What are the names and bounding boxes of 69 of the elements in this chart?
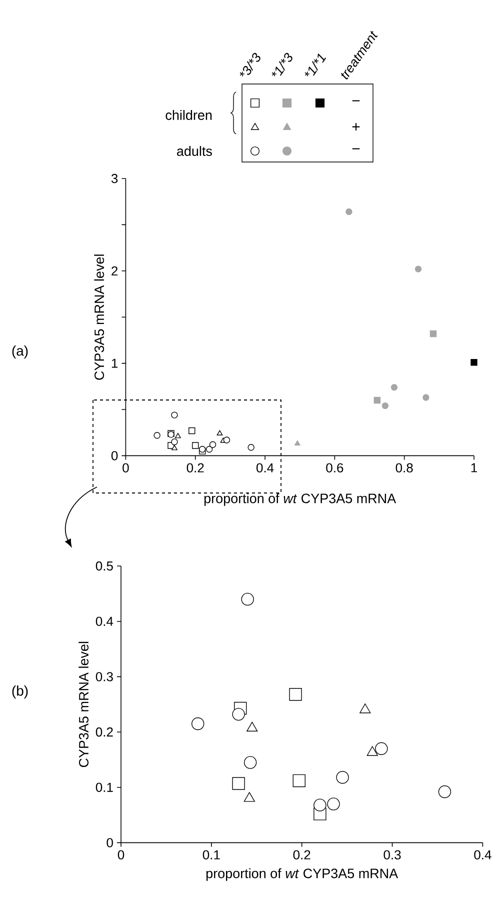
text: −: [352, 100, 360, 102]
y-axis-title: CYP3A5 mRNA level: [78, 642, 89, 768]
x-tick-label: 0.8: [396, 463, 413, 472]
text: children: [166, 110, 212, 120]
y-tick-label: 0: [111, 451, 118, 460]
point: [172, 444, 178, 450]
point: [232, 777, 245, 790]
point: [174, 432, 181, 438]
point: [206, 446, 213, 453]
point: [244, 792, 255, 802]
point: [366, 746, 378, 756]
y-tick-label: 2: [112, 266, 118, 276]
point: [294, 440, 300, 446]
point: [232, 708, 245, 721]
y-tick-label: 1: [112, 358, 118, 368]
point: [374, 396, 381, 404]
point: [292, 774, 306, 788]
x-tick-label: 0.4: [256, 463, 274, 472]
point: [470, 359, 478, 366]
y-tick-label: 0.3: [96, 672, 113, 682]
point: [244, 756, 257, 769]
x-tick-label: 0.4: [474, 850, 492, 860]
point: [430, 330, 437, 338]
point: [422, 394, 430, 401]
y-tick-label: 0: [106, 838, 113, 848]
point: [375, 742, 388, 755]
x-tick-label: 0.2: [293, 850, 310, 860]
x-tick-label: 0.1: [202, 850, 220, 860]
text: +: [352, 123, 360, 131]
point: [327, 798, 340, 810]
y-tick-label: 0.2: [96, 727, 113, 737]
point: [336, 771, 349, 784]
text: (b): [12, 685, 28, 699]
x-tick-label: 0.3: [384, 850, 401, 860]
text: −: [352, 148, 360, 150]
y-tick-label: 0.1: [96, 782, 113, 792]
point: [382, 402, 389, 410]
x-tick-label: 0: [122, 463, 129, 472]
x-tick-label: 0.2: [186, 463, 204, 472]
point: [209, 441, 216, 448]
point: [438, 785, 452, 798]
point: [192, 717, 204, 730]
point: [289, 688, 302, 701]
point: [223, 436, 230, 444]
text: adults: [177, 146, 212, 156]
y-tick-label: 3: [111, 174, 118, 184]
y-axis-title: CYP3A5 mRNA level: [94, 254, 104, 380]
point: [248, 444, 254, 451]
x-tick-label: 0: [118, 850, 124, 860]
point: [171, 438, 178, 446]
point: [314, 798, 326, 812]
x-axis-title: proportion of wt CYP3A5 mRNA: [206, 868, 398, 881]
point: [360, 704, 371, 714]
x-axis-title: proportion of wt CYP3A5 mRNA: [204, 493, 396, 506]
point: [154, 432, 160, 439]
point: [216, 430, 223, 436]
point: [188, 427, 196, 434]
point: [346, 208, 352, 216]
point: [171, 412, 178, 418]
y-tick-label: 0.4: [96, 616, 114, 626]
point: [414, 266, 422, 272]
y-tick-label: 0.5: [96, 561, 113, 571]
point: [241, 592, 254, 606]
point: [390, 384, 398, 391]
point: [246, 722, 258, 732]
x-tick-label: 0.6: [326, 463, 344, 472]
point: [192, 442, 199, 449]
x-tick-label: 1: [471, 463, 477, 472]
text: (a): [12, 345, 28, 359]
